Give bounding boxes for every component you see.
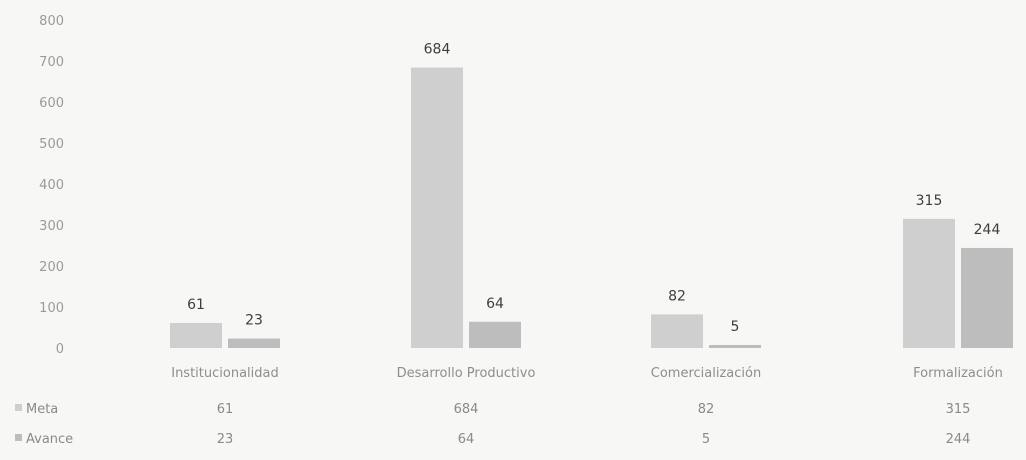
category-label: Comercialización	[651, 366, 761, 381]
y-tick-label: 0	[56, 342, 64, 357]
bar-avance-1	[228, 338, 280, 348]
bar-avance-4	[961, 247, 1013, 348]
data-label: 244	[974, 222, 1001, 238]
y-tick-label: 400	[39, 178, 64, 193]
table-cell: 61	[217, 402, 234, 417]
data-label: 315	[916, 193, 943, 209]
bar-meta-3	[651, 314, 703, 348]
table-cell: 315	[946, 402, 971, 417]
table-cell: 244	[946, 432, 971, 447]
y-tick-label: 200	[39, 260, 64, 275]
bar-meta-1	[170, 322, 222, 348]
legend-key-meta	[15, 404, 22, 411]
table-cell: 5	[702, 432, 710, 447]
table-cell: 64	[458, 432, 475, 447]
y-tick-label: 600	[39, 96, 64, 111]
table-cell: 23	[217, 432, 234, 447]
table-row-label: Meta	[26, 402, 58, 417]
data-label: 23	[245, 313, 263, 329]
category-label: Desarrollo Productivo	[397, 366, 536, 381]
bar-avance-2	[469, 321, 521, 348]
data-label: 64	[486, 296, 504, 312]
y-tick-label: 500	[39, 137, 64, 152]
bar-meta-2	[411, 67, 463, 348]
table-row-label: Avance	[26, 432, 73, 447]
y-tick-label: 700	[39, 55, 64, 70]
legend-key-avance	[15, 434, 22, 441]
data-label: 684	[424, 42, 451, 58]
category-label: Institucionalidad	[171, 366, 279, 381]
y-tick-label: 800	[39, 14, 64, 29]
bar-avance-3	[709, 345, 761, 348]
y-tick-label: 300	[39, 219, 64, 234]
data-label: 82	[668, 288, 686, 304]
data-label: 5	[731, 319, 740, 335]
table-cell: 82	[698, 402, 715, 417]
y-tick-label: 100	[39, 301, 64, 316]
data-label: 61	[187, 297, 205, 313]
bar-meta-4	[903, 218, 955, 348]
category-label: Formalización	[913, 366, 1003, 381]
table-cell: 684	[454, 402, 479, 417]
